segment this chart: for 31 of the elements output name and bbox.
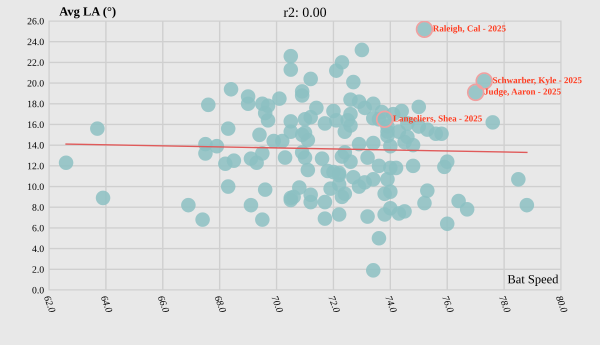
chart-title: r2: 0.00 — [284, 8, 326, 18]
annotation: Judge, Aaron - 2025 — [484, 88, 561, 97]
x-tick-label: 78.0 — [499, 295, 511, 314]
y-tick-label: 18.0 — [28, 100, 44, 108]
x-tick-label: 74.0 — [385, 295, 398, 314]
x-tick-label: 66.0 — [158, 295, 170, 314]
annotation: Raleigh, Cal - 2025 — [432, 25, 506, 34]
x-tick-label: 70.0 — [272, 295, 284, 314]
y-tick-label: 10.0 — [28, 183, 44, 190]
annotation: Langeliers, Shea - 2025 — [393, 115, 482, 124]
y-axis-title: Avg LA (°) — [59, 6, 116, 18]
x-tick-label: 68.0 — [214, 295, 226, 314]
x-tick-label: 76.0 — [442, 295, 454, 314]
x-tick-label: 80.0 — [556, 295, 568, 314]
y-tick-label: 4.0 — [32, 246, 44, 252]
x-axis-title: Bat Speed — [508, 274, 558, 286]
y-tick-label: 20.0 — [28, 80, 44, 87]
y-tick-label: 24.0 — [28, 38, 44, 46]
x-tick-label: 64.0 — [100, 295, 113, 314]
y-tick-label: 26.0 — [28, 18, 44, 25]
y-tick-label: 12.0 — [28, 162, 44, 170]
x-tick-label: 72.0 — [328, 295, 340, 314]
y-tick-label: 8.0 — [32, 204, 44, 211]
y-tick-label: 16.0 — [28, 121, 44, 128]
y-tick-label: 6.0 — [32, 224, 44, 232]
y-tick-label: 14.0 — [28, 142, 44, 149]
y-tick-label: 0.0 — [32, 286, 44, 294]
x-tick-label: 62.0 — [44, 295, 56, 314]
annotation: Schwarber, Kyle - 2025 — [493, 76, 582, 86]
y-tick-label: 2.0 — [32, 266, 44, 273]
y-tick-label: 22.0 — [28, 59, 44, 66]
